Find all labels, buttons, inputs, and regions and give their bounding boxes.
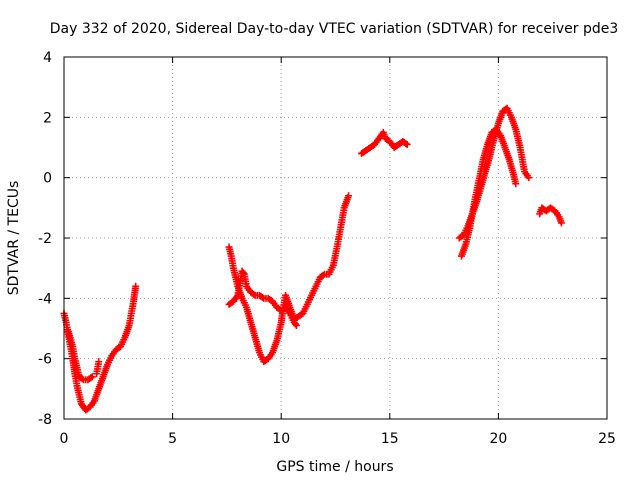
x-axis-label: GPS time / hours (276, 459, 393, 475)
y-tick-label: 2 (43, 110, 52, 126)
chart: Day 332 of 2020, Sidereal Day-to-day VTE… (0, 0, 640, 480)
x-tick-label: 0 (60, 431, 69, 447)
y-tick-label: -6 (38, 352, 52, 368)
data-point-markers (456, 105, 533, 242)
x-tick-label: 5 (168, 431, 177, 447)
data-point-markers (458, 126, 519, 260)
data-series-arc-5 (536, 204, 565, 226)
data-point-markers (536, 204, 565, 226)
data-series-arc-3 (358, 129, 411, 157)
y-tick-label: 0 (43, 171, 52, 187)
y-tick-label: -4 (38, 291, 52, 307)
y-tick-label: -2 (38, 231, 52, 247)
x-tick-label: 15 (381, 431, 399, 447)
x-tick-label: 25 (598, 431, 616, 447)
grid (64, 57, 607, 419)
data-series-arc-4a (456, 105, 533, 242)
y-tick-label: -8 (38, 412, 52, 428)
axis-ticks: 0 5 10 15 20 25 -8 -6 -4 -2 0 2 4 (38, 50, 616, 447)
y-tick-label: 4 (43, 50, 52, 66)
x-tick-label: 10 (272, 431, 290, 447)
chart-title: Day 332 of 2020, Sidereal Day-to-day VTE… (50, 21, 619, 37)
data-points (61, 105, 565, 414)
data-point-markers (358, 129, 411, 157)
x-tick-label: 20 (489, 431, 507, 447)
y-axis-label: SDTVAR / TECUs (6, 181, 22, 296)
plot-frame (64, 57, 607, 419)
data-series-arc-4b (458, 126, 519, 260)
